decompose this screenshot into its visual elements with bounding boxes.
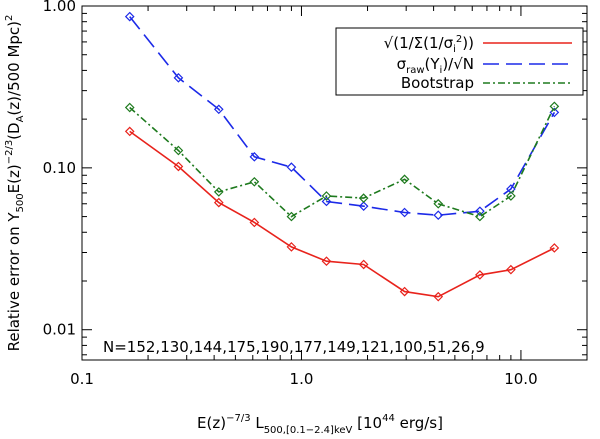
data-point-series-2	[433, 210, 444, 221]
series-line-2	[129, 16, 556, 217]
data-point-series-3	[173, 145, 184, 156]
data-point-series-1	[213, 197, 224, 208]
data-point-series-1	[321, 256, 332, 267]
data-point-series-1	[433, 291, 444, 302]
data-point-series-3	[475, 211, 485, 222]
data-point-series-2	[173, 72, 184, 83]
legend-label-2: σraw(Yi)/√N	[397, 55, 474, 76]
data-point-series-2	[506, 184, 516, 194]
data-point-series-1	[286, 242, 297, 252]
data-point-series-3	[124, 102, 135, 113]
series-line-3	[129, 105, 556, 218]
y-tick-label: 0.01	[43, 321, 76, 339]
plot-frame	[81, 5, 588, 361]
series-line-1	[129, 130, 555, 298]
legend-label-1: √(1/Σ(1/σi2))	[384, 34, 474, 55]
data-point-series-3	[358, 193, 369, 203]
data-point-series-3	[213, 187, 224, 197]
data-point-series-3	[399, 174, 410, 185]
data-point-series-2	[213, 104, 224, 115]
y-axis-title: Relative error on Y500E(z)−2/3(DA(z)/500…	[4, 15, 26, 352]
data-point-series-2	[286, 162, 297, 173]
data-point-series-1	[249, 217, 260, 228]
data-point-series-3	[433, 198, 444, 209]
x-tick-label: 1.0	[290, 370, 314, 388]
data-point-series-1	[506, 264, 516, 275]
x-axis: 0.1 1.0 10.0	[70, 6, 588, 388]
y-axis: 0.01 0.10 1.00	[43, 0, 587, 356]
data-point-series-1	[549, 243, 560, 253]
data-point-series-3	[506, 191, 516, 201]
sample-size-annotation: N=152,130,144,175,190,177,149,121,100,51…	[103, 338, 485, 356]
x-axis-title: E(z)−7/3 L500,[0.1−2.4]keV [1044 erg/s]	[197, 413, 443, 436]
data-point-series-3	[249, 176, 260, 187]
data-point-series-2	[124, 11, 135, 22]
data-point-series-2	[358, 201, 369, 211]
y-tick-label: 1.00	[43, 0, 76, 15]
data-point-series-2	[475, 206, 485, 217]
data-point-series-1	[475, 270, 485, 280]
y-tick-label: 0.10	[43, 159, 76, 177]
data-point-series-3	[286, 211, 297, 222]
legend-box	[335, 27, 584, 96]
data-point-series-2	[399, 207, 410, 218]
x-tick-label: 10.0	[504, 370, 537, 388]
data-point-series-1	[358, 259, 369, 270]
x-tick-label: 0.1	[70, 370, 94, 388]
data-point-series-1	[173, 161, 184, 172]
series-layer	[124, 11, 560, 302]
data-point-series-3	[321, 191, 332, 201]
data-point-series-2	[249, 151, 260, 162]
data-point-series-3	[549, 101, 560, 112]
data-point-series-1	[124, 126, 135, 137]
legend-label-3: Bootstrap	[401, 74, 474, 92]
data-point-series-1	[399, 286, 410, 297]
data-point-series-2	[321, 196, 332, 207]
